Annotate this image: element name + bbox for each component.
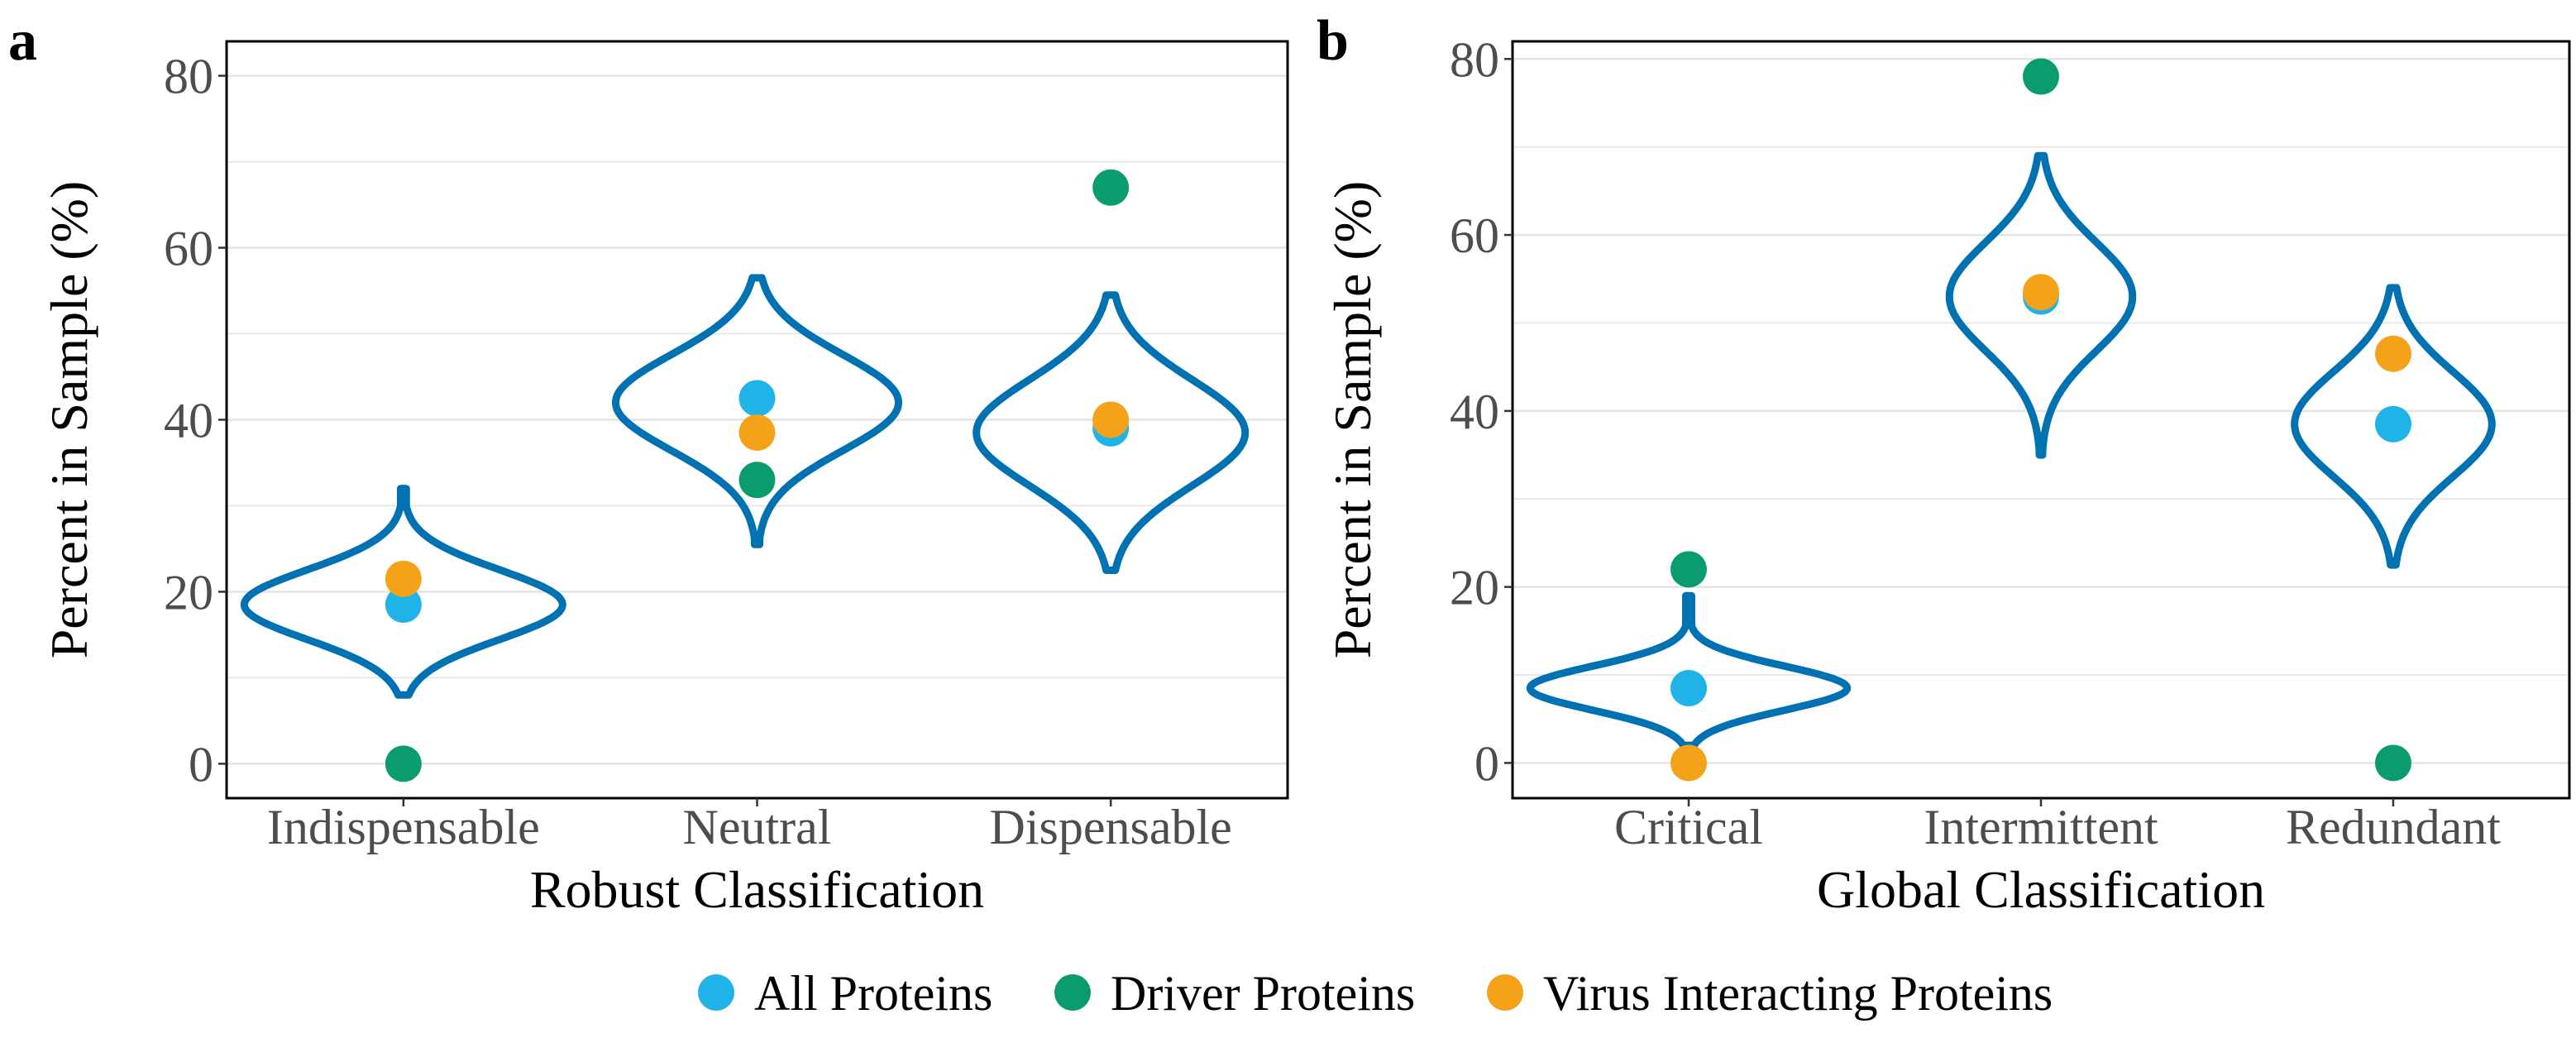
panel-a-x-ticks: Indispensable Neutral Dispensable <box>267 798 1232 854</box>
y-tick-label: 80 <box>164 50 213 104</box>
point-driver-dispensable <box>1092 169 1130 206</box>
legend-swatch-virus <box>1487 974 1523 1011</box>
point-driver-neutral <box>738 462 776 499</box>
y-tick-label: 80 <box>1450 32 1499 87</box>
violin-dispensable <box>973 291 1250 574</box>
panel-a-y-ticks: 0 20 40 60 80 <box>164 50 227 792</box>
point-driver-intermittent <box>2023 58 2059 95</box>
point-virus-critical <box>1670 744 1707 782</box>
y-tick-label: 60 <box>1450 208 1499 263</box>
panel-b: b 0 20 40 60 80 Critical Intermittent Redundan… <box>1317 9 2571 919</box>
panel-b-x-axis-label: Global Classification <box>1817 860 2265 919</box>
x-tick-label: Critical <box>1614 800 1763 854</box>
legend-label-driver: Driver Proteins <box>1111 966 1415 1021</box>
panel-b-y-axis-label: Percent in Sample (%) <box>1323 181 1382 659</box>
panel-a-y-axis-label: Percent in Sample (%) <box>40 181 98 659</box>
legend-swatch-all <box>698 974 734 1011</box>
point-virus-intermittent <box>2023 274 2059 311</box>
panel-b-x-ticks: Critical Intermittent Redundant <box>1614 798 2501 854</box>
violin-indispensable <box>240 485 566 699</box>
y-tick-label: 40 <box>164 394 213 448</box>
x-tick-label: Indispensable <box>267 800 540 854</box>
y-tick-label: 0 <box>1474 736 1499 791</box>
point-driver-critical <box>1670 551 1707 588</box>
x-tick-label: Neutral <box>683 800 832 854</box>
point-all-critical <box>1670 670 1707 707</box>
point-all-redundant <box>2375 405 2411 442</box>
panel-a-label: a <box>8 9 37 73</box>
point-virus-dispensable <box>1092 401 1130 438</box>
panel-a-points <box>385 169 1130 782</box>
y-tick-label: 20 <box>1450 561 1499 615</box>
panel-b-violins <box>1526 151 2496 749</box>
y-tick-label: 20 <box>164 565 213 619</box>
panel-b-label: b <box>1317 9 1349 73</box>
point-all-neutral <box>738 380 776 417</box>
point-virus-redundant <box>2375 335 2411 372</box>
panel-b-gridlines <box>1513 58 2569 764</box>
legend-swatch-driver <box>1054 974 1091 1011</box>
point-all-indispensable <box>385 586 422 624</box>
panel-b-y-ticks: 0 20 40 60 80 <box>1450 32 1513 791</box>
legend-label-virus: Virus Interacting Proteins <box>1543 966 2053 1021</box>
y-tick-label: 40 <box>1450 385 1499 439</box>
x-tick-label: Dispensable <box>990 800 1232 854</box>
point-driver-redundant <box>2375 744 2411 782</box>
violin-neutral <box>611 274 903 548</box>
y-tick-label: 0 <box>189 737 213 792</box>
violin-redundant <box>2291 284 2496 569</box>
point-virus-neutral <box>738 414 776 452</box>
point-driver-indispensable <box>385 745 422 782</box>
violin-intermittent <box>1945 151 2137 459</box>
x-tick-label: Redundant <box>2286 800 2501 854</box>
panel-a: a 0 20 40 60 80 Indispensable Neutral Dispensa… <box>8 9 1289 919</box>
y-tick-label: 60 <box>164 222 213 276</box>
x-tick-label: Intermittent <box>1924 800 2158 854</box>
violin-critical <box>1526 591 1852 749</box>
legend: All Proteins Driver Proteins Virus Inter… <box>698 966 2053 1021</box>
legend-label-all: All Proteins <box>754 966 992 1021</box>
panel-a-violins <box>240 274 1250 699</box>
panel-a-x-axis-label: Robust Classification <box>530 860 984 919</box>
point-virus-indispensable <box>385 560 422 597</box>
panel-b-points <box>1670 58 2411 782</box>
